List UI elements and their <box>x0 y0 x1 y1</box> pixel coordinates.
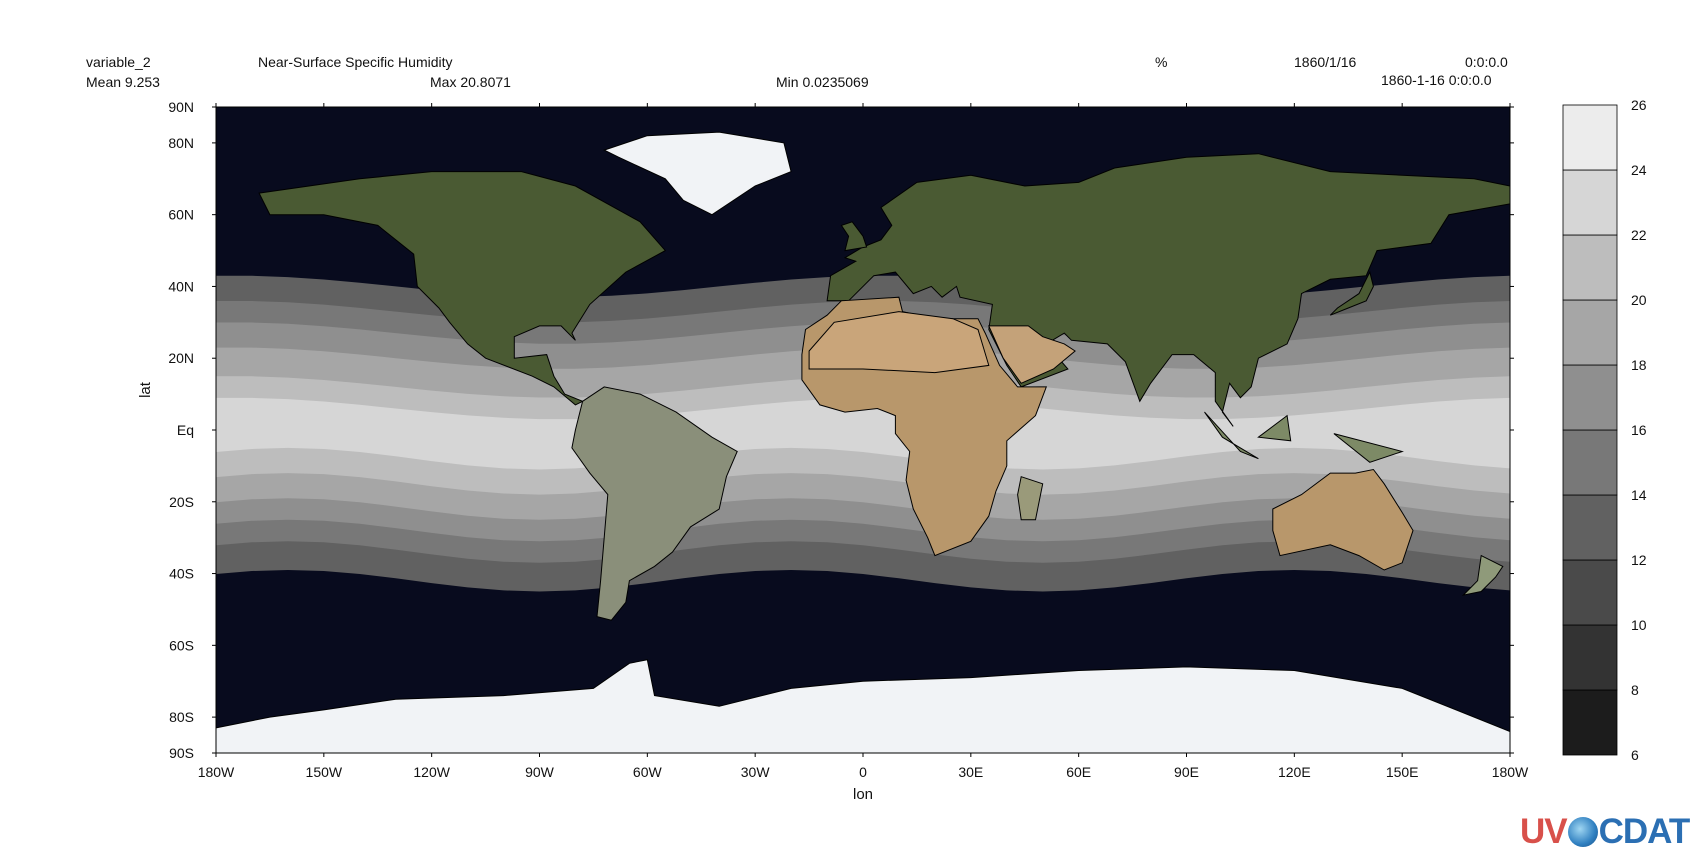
island-land <box>1333 433 1404 463</box>
x-tick-label: 60E <box>1066 764 1091 780</box>
y-tick-label: 20N <box>168 350 194 366</box>
colorbar-tick-label: 10 <box>1631 617 1647 633</box>
humidity-band <box>216 397 1510 470</box>
y-tick-label: 60N <box>168 207 194 223</box>
axes: 180W 150W 120W 90W 60W 30W 0 30E 60E 90E 120E 150E 1… <box>137 99 1529 803</box>
new-zealand-land <box>1461 554 1504 596</box>
colorbar-swatch <box>1562 559 1618 626</box>
x-tick-label: 180W <box>1492 764 1529 780</box>
colorbar-tick-label: 16 <box>1631 422 1647 438</box>
logo-text-uv: UV <box>1520 812 1568 851</box>
y-tick-label: 40S <box>169 566 194 582</box>
colorbar-swatch <box>1562 494 1618 561</box>
colorbar-tick-label: 6 <box>1631 747 1639 763</box>
variable-name: variable_2 <box>86 54 151 70</box>
japan-land <box>1329 270 1374 316</box>
y-tick-label: 80S <box>169 709 194 725</box>
colorbar-tick-label: 18 <box>1631 357 1647 373</box>
y-tick-label: 80N <box>168 135 194 151</box>
sahara-desert-land <box>808 311 990 374</box>
colorbar-tick-label: 14 <box>1631 487 1647 503</box>
colorbar-swatch <box>1562 104 1618 171</box>
colorbar-swatch <box>1562 364 1618 431</box>
x-tick-label: 150E <box>1386 764 1419 780</box>
x-tick-label: 30W <box>741 764 771 780</box>
europe-asia-land <box>826 153 1510 427</box>
long-name-title: Near-Surface Specific Humidity <box>258 54 453 70</box>
colorbar-swatch <box>1562 624 1618 691</box>
south-america-land <box>571 386 738 621</box>
date-label: 1860/1/16 <box>1294 54 1357 70</box>
time-label: 0:0:0.0 <box>1465 54 1508 70</box>
x-tick-label: 150W <box>306 764 343 780</box>
colorbar-swatch <box>1562 234 1618 301</box>
logo-text-cdat: CDAT <box>1598 812 1691 851</box>
colorbar-tick-label: 20 <box>1631 292 1647 308</box>
greenland-land <box>602 131 792 216</box>
datetime-label: 1860-1-16 0:0:0.0 <box>1381 72 1492 88</box>
x-tick-label: 0 <box>859 764 867 780</box>
globe-icon <box>1567 817 1598 847</box>
colorbar-tick-label: 24 <box>1631 162 1647 178</box>
colorbar-tick-label: 12 <box>1631 552 1647 568</box>
x-tick-label: 60W <box>633 764 663 780</box>
max-value: Max 20.8071 <box>430 74 511 90</box>
colorbar-tick-label: 22 <box>1631 227 1647 243</box>
x-tick-label: 120E <box>1278 764 1311 780</box>
x-tick-label: 180W <box>198 764 235 780</box>
colorbar-tick-label: 26 <box>1631 97 1647 113</box>
y-tick-label: Eq <box>177 422 194 438</box>
antarctica-land <box>216 659 1510 753</box>
colorbar-swatch <box>1562 429 1618 496</box>
colorbar-swatch <box>1562 299 1618 366</box>
y-tick-label: 40N <box>168 278 194 294</box>
y-tick-label: 20S <box>169 494 194 510</box>
island-land <box>1257 414 1292 442</box>
madagascar-land <box>1017 476 1044 521</box>
x-axis-label: lon <box>853 786 873 803</box>
x-tick-label: 90E <box>1174 764 1199 780</box>
x-tick-label: 90W <box>525 764 555 780</box>
colorbar-swatch <box>1562 169 1618 236</box>
y-axis-label: lat <box>137 381 154 398</box>
y-tick-label: 90S <box>169 745 194 761</box>
y-tick-label: 60S <box>169 637 194 653</box>
arabia-desert-land <box>988 325 1076 384</box>
island-land <box>1204 411 1259 460</box>
australia-land <box>1272 468 1414 571</box>
map-area <box>216 107 1510 753</box>
uvcdat-logo: UV CDAT <box>1520 812 1691 852</box>
colorbar-tick-label: 8 <box>1631 682 1639 698</box>
x-tick-label: 120W <box>413 764 450 780</box>
uk-land <box>840 221 868 252</box>
colorbar-swatch <box>1562 689 1618 756</box>
north-america-land <box>258 171 667 406</box>
mean-value: Mean 9.253 <box>86 74 160 90</box>
min-value: Min 0.0235069 <box>776 74 869 90</box>
units-label: % <box>1155 54 1168 70</box>
y-tick-label: 90N <box>168 99 194 115</box>
x-tick-label: 30E <box>958 764 983 780</box>
colorbar: 6 8 10 12 14 16 18 20 22 24 26 <box>1562 97 1647 763</box>
